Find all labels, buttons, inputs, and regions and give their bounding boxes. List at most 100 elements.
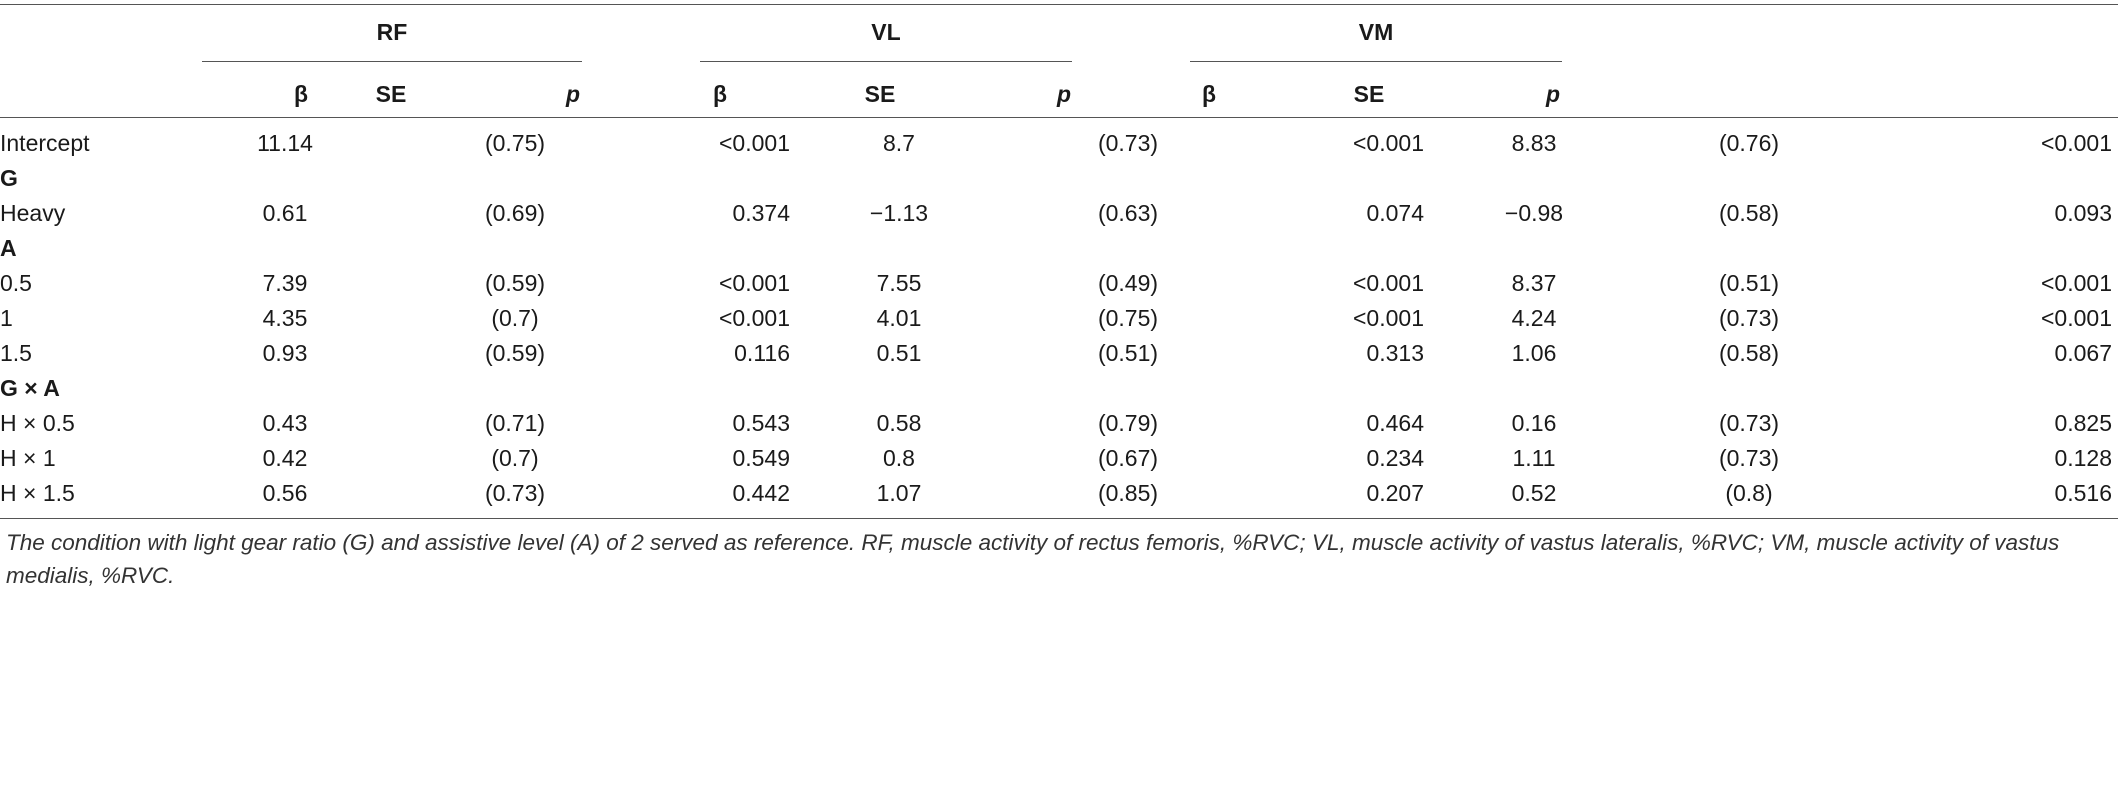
vm-se-cell: (0.51) xyxy=(1718,270,1780,296)
row-label-cell: 1.5 xyxy=(0,340,32,366)
vm-beta-cell: 0.52 xyxy=(1511,480,1557,506)
rf-p-cell: 0.543 xyxy=(732,410,790,436)
vm-se-cell: (0.73) xyxy=(1718,410,1780,436)
vm-p-cell: 0.516 xyxy=(2054,480,2112,506)
vl-se-header: SE xyxy=(864,81,896,107)
vl-beta-cell: 7.55 xyxy=(876,270,922,296)
vl-beta-cell: −1.13 xyxy=(869,200,929,226)
vm-p-cell: 0.825 xyxy=(2054,410,2112,436)
rf-se-cell xyxy=(410,161,620,196)
vm-p-cell: <0.001 xyxy=(2041,130,2112,156)
table-row: H × 1.5 0.56 (0.73) 0.442 1.07 (0.85) 0.207 0.5… xyxy=(0,476,2112,511)
group-label-cell: G xyxy=(0,165,18,191)
rf-se-cell xyxy=(410,371,620,406)
row-label-cell: H × 0.5 xyxy=(0,410,75,436)
vm-se-header: SE xyxy=(1353,81,1385,107)
rf-se-cell: (0.75) xyxy=(484,130,546,156)
vm-p-cell: <0.001 xyxy=(2041,270,2112,296)
rf-se-cell: (0.71) xyxy=(484,410,546,436)
vm-se-cell: (0.76) xyxy=(1718,130,1780,156)
vm-beta-cell: 1.11 xyxy=(1512,445,1556,471)
vl-p-cell: 0.313 xyxy=(1366,340,1424,366)
vl-se-cell xyxy=(1008,231,1248,266)
vl-p-header: p xyxy=(1056,81,1071,107)
vl-p-cell xyxy=(1248,231,1424,266)
vl-se-cell: (0.85) xyxy=(1097,480,1159,506)
vm-se-cell: (0.73) xyxy=(1718,445,1780,471)
group-title-rf: RF xyxy=(376,19,408,45)
vm-beta-header: β xyxy=(1201,81,1217,107)
vl-p-cell: <0.001 xyxy=(1353,270,1424,296)
group-title-vl: VL xyxy=(871,19,901,45)
rf-beta-header: β xyxy=(293,81,309,107)
vl-se-cell: (0.73) xyxy=(1097,130,1159,156)
rf-p-cell xyxy=(620,231,790,266)
rf-beta-cell xyxy=(160,231,410,266)
rf-beta-cell: 4.35 xyxy=(262,305,308,331)
rf-beta-cell: 7.39 xyxy=(262,270,308,296)
rf-beta-cell: 0.42 xyxy=(262,445,308,471)
rf-se-cell: (0.59) xyxy=(484,270,546,296)
vm-p-cell xyxy=(1854,371,2112,406)
vl-beta-cell: 1.07 xyxy=(876,480,922,506)
table-row: G × A xyxy=(0,371,2112,406)
vl-beta-cell xyxy=(790,161,1008,196)
vm-p-header: p xyxy=(1545,81,1560,107)
vl-p-cell: 0.074 xyxy=(1366,200,1424,226)
table-row: H × 0.5 0.43 (0.71) 0.543 0.58 (0.79) 0.464 0.1… xyxy=(0,406,2112,441)
vm-se-cell: (0.8) xyxy=(1725,480,1773,506)
rf-beta-cell: 0.56 xyxy=(262,480,308,506)
group-label-cell: G × A xyxy=(0,375,60,401)
row-label-cell: Heavy xyxy=(0,200,66,226)
vm-beta-cell: 1.06 xyxy=(1511,340,1557,366)
group-title-vm: VM xyxy=(1358,19,1394,45)
rf-beta-cell: 0.43 xyxy=(262,410,308,436)
rf-p-cell: <0.001 xyxy=(719,305,790,331)
vl-beta-cell: 0.8 xyxy=(883,445,915,471)
rf-p-cell xyxy=(620,371,790,406)
table-row: H × 1 0.42 (0.7) 0.549 0.8 (0.67) 0.234 1.11 (0.… xyxy=(0,441,2112,476)
vl-beta-cell: 0.51 xyxy=(876,340,922,366)
rf-beta-cell: 11.14 xyxy=(257,130,313,156)
vm-beta-cell: −0.98 xyxy=(1504,200,1564,226)
vm-se-cell: (0.73) xyxy=(1718,305,1780,331)
vl-p-cell: 0.207 xyxy=(1366,480,1424,506)
group-label-cell: A xyxy=(0,235,17,261)
rf-p-cell: 0.549 xyxy=(732,445,790,471)
header-rule xyxy=(0,117,2118,118)
vl-p-cell: <0.001 xyxy=(1353,130,1424,156)
rf-se-cell: (0.7) xyxy=(491,305,539,331)
vm-p-cell: 0.093 xyxy=(2054,200,2112,226)
vl-beta-cell xyxy=(790,371,1008,406)
rf-se-cell xyxy=(410,231,620,266)
rf-p-cell: <0.001 xyxy=(719,130,790,156)
row-label-cell: 1 xyxy=(0,305,13,331)
vm-beta-cell xyxy=(1424,161,1644,196)
rf-beta-cell xyxy=(160,371,410,406)
rf-beta-cell: 0.61 xyxy=(262,200,308,226)
vm-beta-cell xyxy=(1424,371,1644,406)
table-footnote: The condition with light gear ratio (G) … xyxy=(6,530,2060,588)
rf-beta-cell xyxy=(160,161,410,196)
vl-p-cell: <0.001 xyxy=(1353,305,1424,331)
vm-p-cell: 0.128 xyxy=(2054,445,2112,471)
vm-se-cell: (0.58) xyxy=(1718,340,1780,366)
vm-se-cell xyxy=(1644,161,1854,196)
table-row: 0.5 7.39 (0.59) <0.001 7.55 (0.49) <0.001 8.37 (… xyxy=(0,266,2112,301)
vl-beta-cell: 0.58 xyxy=(876,410,922,436)
rf-se-cell: (0.69) xyxy=(484,200,546,226)
rf-se-cell: (0.59) xyxy=(484,340,546,366)
table-row: 1.5 0.93 (0.59) 0.116 0.51 (0.51) 0.313 1.06 (0.… xyxy=(0,336,2112,371)
rf-se-cell: (0.73) xyxy=(484,480,546,506)
vl-beta-cell: 8.7 xyxy=(883,130,915,156)
rf-p-cell: 0.116 xyxy=(734,340,790,366)
table-row: 1 4.35 (0.7) <0.001 4.01 (0.75) <0.001 4.24 (0.7… xyxy=(0,301,2112,336)
vl-group-rule xyxy=(700,61,1072,62)
vl-se-cell: (0.79) xyxy=(1097,410,1159,436)
vm-p-cell xyxy=(1854,231,2112,266)
vm-se-cell xyxy=(1644,231,1854,266)
rf-p-cell: <0.001 xyxy=(719,270,790,296)
coefficients-table: Intercept 11.14 (0.75) <0.001 8.7 (0.73) <0.00… xyxy=(0,126,2112,511)
vl-se-cell: (0.63) xyxy=(1097,200,1159,226)
